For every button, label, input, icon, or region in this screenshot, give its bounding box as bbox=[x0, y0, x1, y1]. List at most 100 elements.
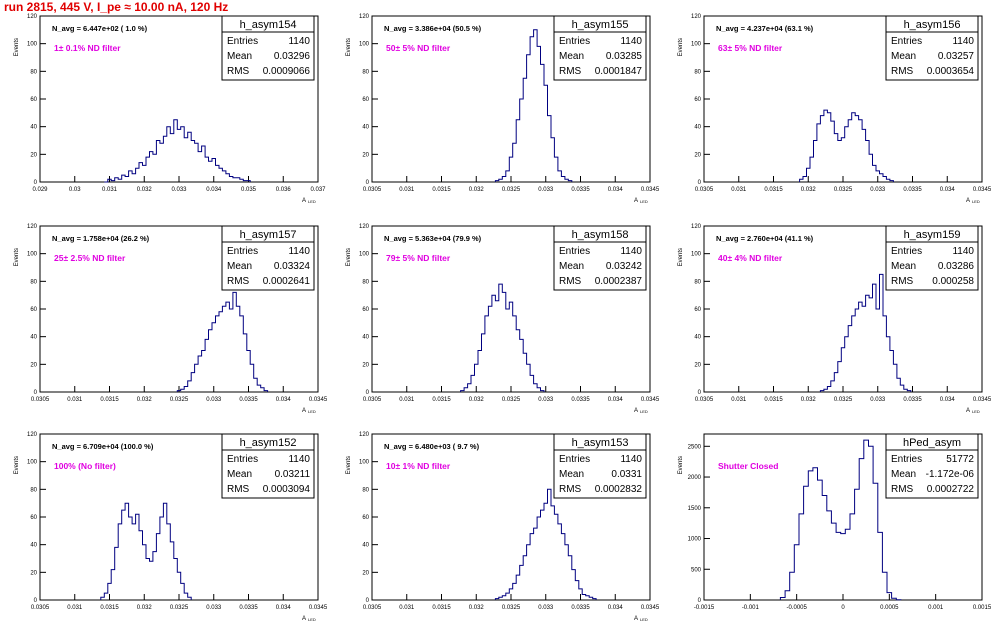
stat-label-mean: Mean bbox=[227, 469, 252, 480]
y-tick-label: 500 bbox=[691, 567, 702, 573]
stat-label-rms: RMS bbox=[227, 276, 250, 287]
y-axis-title: Events bbox=[678, 38, 684, 56]
x-tick-label: 0.032 bbox=[801, 187, 817, 193]
y-tick-label: 20 bbox=[362, 362, 369, 368]
stats-box-title: h_asym155 bbox=[572, 19, 629, 31]
stat-value-entries: 1140 bbox=[288, 454, 310, 465]
stats-box-title: h_asym157 bbox=[240, 229, 297, 241]
filter-label: Shutter Closed bbox=[718, 461, 778, 471]
x-tick-label: 0.031 bbox=[67, 605, 83, 611]
stat-value-rms: 0.000258 bbox=[932, 276, 974, 287]
stat-value-rms: 0.0009066 bbox=[263, 66, 311, 77]
x-tick-label: 0.0345 bbox=[309, 605, 328, 611]
x-tick-label: 0.0325 bbox=[834, 187, 853, 193]
x-tick-label: 0.0315 bbox=[432, 397, 451, 403]
x-tick-label: 0.034 bbox=[276, 397, 292, 403]
stat-label-entries: Entries bbox=[559, 246, 590, 257]
histogram-panel-hPed_asym: 0 500 1000 1500 2000 2500 -0.0015 -0.001 -0.0005… bbox=[678, 433, 992, 611]
x-tick-label: 0.0305 bbox=[363, 605, 382, 611]
y-tick-label: 100 bbox=[691, 42, 702, 48]
y-tick-label: 0 bbox=[698, 390, 702, 396]
y-tick-label: 60 bbox=[694, 307, 701, 313]
y-tick-label: 40 bbox=[694, 125, 701, 131]
histogram-series bbox=[819, 273, 912, 392]
stat-value-rms: 0.0002641 bbox=[263, 276, 311, 287]
stats-box-title: h_asym153 bbox=[572, 437, 629, 449]
x-tick-label: 0.0325 bbox=[502, 397, 521, 403]
y-tick-label: 100 bbox=[691, 252, 702, 258]
stat-label-mean: Mean bbox=[559, 51, 584, 62]
x-tick-label: 0.034 bbox=[206, 187, 222, 193]
filter-label: 10± 1% ND filter bbox=[386, 461, 451, 471]
stats-box: h_asym156 Entries 1140 Mean 0.03257 RMS 0.0003… bbox=[885, 15, 979, 81]
x-tick-label: 0.034 bbox=[608, 187, 624, 193]
stat-value-entries: 1140 bbox=[620, 36, 642, 47]
stat-label-entries: Entries bbox=[891, 246, 922, 257]
stats-box-title: h_asym152 bbox=[240, 437, 297, 449]
y-tick-label: 60 bbox=[362, 97, 369, 103]
x-tick-label: 0.0325 bbox=[502, 187, 521, 193]
histogram-panel-h_asym157: 0 20 40 60 80 100 120 0.0305 0.031 0.0315 0.032 0.0… bbox=[14, 224, 328, 414]
stat-value-mean: 0.03211 bbox=[275, 469, 311, 480]
stat-value-rms: 0.0002387 bbox=[595, 276, 643, 287]
stats-box-frame bbox=[885, 15, 979, 81]
x-tick-label: 0.0325 bbox=[834, 397, 853, 403]
y-tick-label: 1000 bbox=[688, 537, 702, 543]
x-axis-label: A LED bbox=[966, 408, 980, 414]
y-tick-label: 40 bbox=[694, 335, 701, 341]
y-axis-title: Events bbox=[14, 456, 20, 474]
histogram-series bbox=[104, 119, 251, 183]
y-tick-label: 2500 bbox=[688, 444, 702, 450]
stats-box-frame bbox=[221, 225, 315, 291]
x-axis-label: A LED bbox=[634, 198, 648, 204]
x-tick-label: 0.0305 bbox=[363, 397, 382, 403]
x-tick-label: 0.031 bbox=[399, 397, 415, 403]
x-tick-label: 0.033 bbox=[206, 397, 222, 403]
histogram-series bbox=[799, 109, 894, 182]
x-tick-label: 0.03 bbox=[69, 187, 81, 193]
stat-label-entries: Entries bbox=[227, 454, 258, 465]
y-tick-label: 120 bbox=[27, 432, 38, 438]
y-tick-label: 120 bbox=[359, 14, 370, 20]
x-tick-label: 0.034 bbox=[940, 397, 956, 403]
x-tick-label: 0.031 bbox=[67, 397, 83, 403]
stat-label-rms: RMS bbox=[559, 276, 582, 287]
y-tick-label: 40 bbox=[362, 335, 369, 341]
x-tick-label: 0.032 bbox=[801, 397, 817, 403]
stats-box: h_asym153 Entries 1140 Mean 0.0331 RMS 0.00028… bbox=[553, 433, 647, 499]
x-tick-label: 0.0305 bbox=[31, 605, 50, 611]
stat-value-mean: 0.03242 bbox=[606, 261, 643, 272]
y-tick-label: 40 bbox=[30, 543, 37, 549]
stat-value-entries: 1140 bbox=[620, 454, 642, 465]
filter-label: 1± 0.1% ND filter bbox=[54, 43, 121, 53]
stats-box-title: h_asym159 bbox=[904, 229, 961, 241]
histogram-series bbox=[494, 488, 597, 600]
filter-label: 40± 4% ND filter bbox=[718, 253, 783, 263]
x-tick-label: 0.0305 bbox=[695, 397, 714, 403]
navg-label: N_avg = 2.760e+04 (41.1 %) bbox=[716, 234, 814, 243]
x-tick-label: 0.0325 bbox=[170, 397, 189, 403]
y-tick-label: 60 bbox=[694, 97, 701, 103]
filter-label: 63± 5% ND filter bbox=[718, 43, 783, 53]
y-tick-label: 60 bbox=[30, 515, 37, 521]
y-axis-title: Events bbox=[678, 248, 684, 266]
filter-label: 25± 2.5% ND filter bbox=[54, 253, 126, 263]
x-tick-label: 0.0335 bbox=[571, 187, 590, 193]
x-tick-label: 0 bbox=[841, 605, 845, 611]
histogram-panel-h_asym153: 0 20 40 60 80 100 120 0.0305 0.031 0.0315 0.032 0.0… bbox=[346, 432, 660, 622]
filter-label: 79± 5% ND filter bbox=[386, 253, 451, 263]
y-tick-label: 60 bbox=[362, 307, 369, 313]
filter-label: 100% (No filter) bbox=[54, 461, 116, 471]
x-tick-label: 0.033 bbox=[171, 187, 187, 193]
y-tick-label: 0 bbox=[34, 390, 38, 396]
y-tick-label: 80 bbox=[30, 279, 37, 285]
y-tick-label: 100 bbox=[27, 252, 38, 258]
y-tick-label: 20 bbox=[362, 152, 369, 158]
x-tick-label: 0.0315 bbox=[764, 187, 783, 193]
x-tick-label: 0.032 bbox=[137, 397, 153, 403]
stat-value-entries: 1140 bbox=[952, 36, 974, 47]
x-tick-label: 0.032 bbox=[137, 187, 153, 193]
x-tick-label: 0.034 bbox=[276, 605, 292, 611]
y-tick-label: 60 bbox=[362, 515, 369, 521]
x-tick-label: 0.0015 bbox=[973, 605, 992, 611]
